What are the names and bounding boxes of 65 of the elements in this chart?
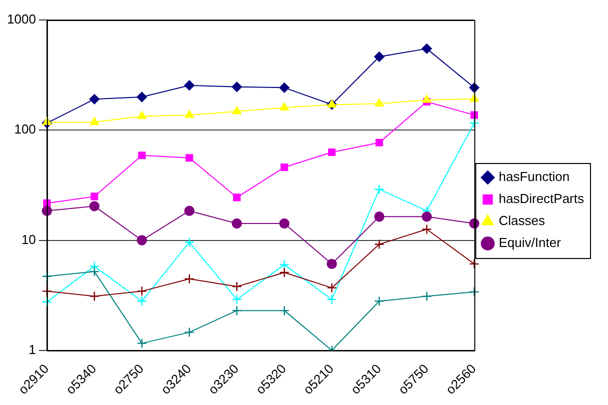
point [328,148,336,156]
point [136,92,147,102]
point [469,118,480,128]
point [186,154,194,162]
point [184,206,194,216]
point [184,274,194,284]
point [42,271,52,282]
point [422,94,432,103]
point [89,94,100,104]
point [136,296,147,306]
point [469,258,480,270]
y-tick-label: 1000 [7,12,36,27]
point [232,218,242,229]
point [374,184,384,194]
point [89,266,100,277]
point [469,286,480,297]
point [42,286,52,296]
point [137,111,146,119]
y-tick-label: 100 [14,122,36,137]
point [89,291,100,302]
point [374,212,384,222]
point [232,106,242,114]
point [422,212,432,222]
point [89,201,100,212]
point [233,194,241,202]
point [279,82,290,93]
point [232,281,242,292]
point [90,192,98,200]
point [280,102,289,111]
point [136,338,147,348]
point [138,152,146,160]
point [422,44,432,54]
point [470,94,479,102]
point [280,163,288,172]
point [422,224,432,234]
point [184,327,194,338]
point [279,260,290,270]
point [232,294,242,305]
legend-label: Classes [498,213,546,228]
point [232,305,242,316]
legend-label: hasFunction [498,169,570,184]
point [136,235,147,246]
point [279,305,290,316]
point [374,296,384,306]
point [374,239,384,250]
point [279,267,290,278]
point [90,117,99,126]
point [374,98,384,106]
point [232,82,242,92]
y-tick-label: 10 [21,232,36,247]
point [184,110,194,118]
point [326,282,337,293]
point [184,80,194,90]
point [279,218,290,229]
legend-label: hasDirectParts [498,191,584,206]
point [42,296,52,307]
point [184,237,194,248]
point [326,258,337,270]
point [422,291,432,302]
legend-label: Equiv/Inter [498,235,562,250]
point [136,286,147,296]
point [376,138,384,146]
y-tick-label: 1 [28,342,36,357]
point [374,52,384,62]
point [326,294,337,305]
